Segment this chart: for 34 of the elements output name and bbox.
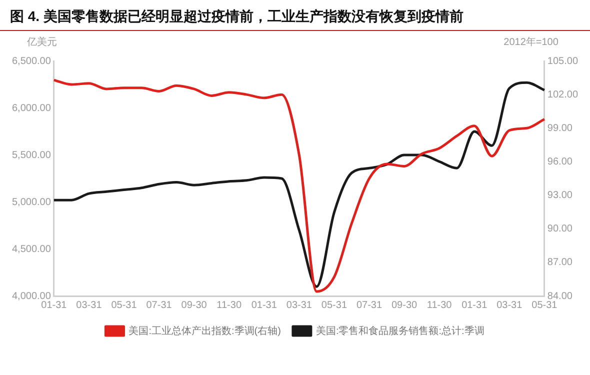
x-tick-label: 05-31 xyxy=(321,300,348,311)
x-tick-label: 01-31 xyxy=(251,300,278,311)
y-tick-label: 6,500.00 xyxy=(12,56,52,67)
x-tick-label: 09-30 xyxy=(181,300,208,311)
x-tick-label: 07-31 xyxy=(146,300,172,311)
y2-tick-label: 99.00 xyxy=(547,122,573,134)
x-tick-label: 05-31 xyxy=(532,300,558,311)
y2-tick-label: 96.00 xyxy=(547,156,573,168)
x-tick-label: 01-31 xyxy=(462,300,488,311)
x-tick-label: 11-30 xyxy=(216,300,242,311)
y-tick-label: 4,500.00 xyxy=(12,244,52,255)
y2-tick-label: 90.00 xyxy=(547,224,573,235)
x-tick-label: 03-31 xyxy=(286,300,312,311)
y-axis-title: 亿美元 xyxy=(26,36,57,48)
y2-axis-title: 2012年=100 xyxy=(504,36,559,48)
x-tick-label: 05-31 xyxy=(111,300,138,311)
legend-label: 美国:零售和食品服务销售额:总计:季调 xyxy=(316,324,484,337)
x-tick-label: 03-31 xyxy=(496,300,523,311)
y2-tick-label: 84.00 xyxy=(547,290,573,302)
y-tick-label: 5,500.00 xyxy=(12,150,52,161)
x-tick-label: 07-31 xyxy=(356,300,382,311)
y-tick-label: 5,000.00 xyxy=(12,196,52,208)
y-tick-label: 6,000.00 xyxy=(12,102,52,114)
chart-title: 图 4. 美国零售数据已经明显超过疫情前，工业生产指数没有恢复到疫情前 xyxy=(0,0,590,31)
legend-label: 美国:工业总体产出指数:季调(右轴) xyxy=(128,324,281,337)
x-tick-label: 11-30 xyxy=(426,300,452,311)
x-tick-label: 09-30 xyxy=(391,300,418,311)
y2-tick-label: 93.00 xyxy=(547,190,573,202)
x-tick-label: 03-31 xyxy=(76,300,102,311)
x-tick-label: 01-31 xyxy=(41,300,68,311)
y-tick-label: 4,000.00 xyxy=(12,290,52,302)
y2-tick-label: 87.00 xyxy=(547,257,573,268)
y2-tick-label: 105.00 xyxy=(547,56,578,67)
y2-tick-label: 102.00 xyxy=(547,89,578,100)
